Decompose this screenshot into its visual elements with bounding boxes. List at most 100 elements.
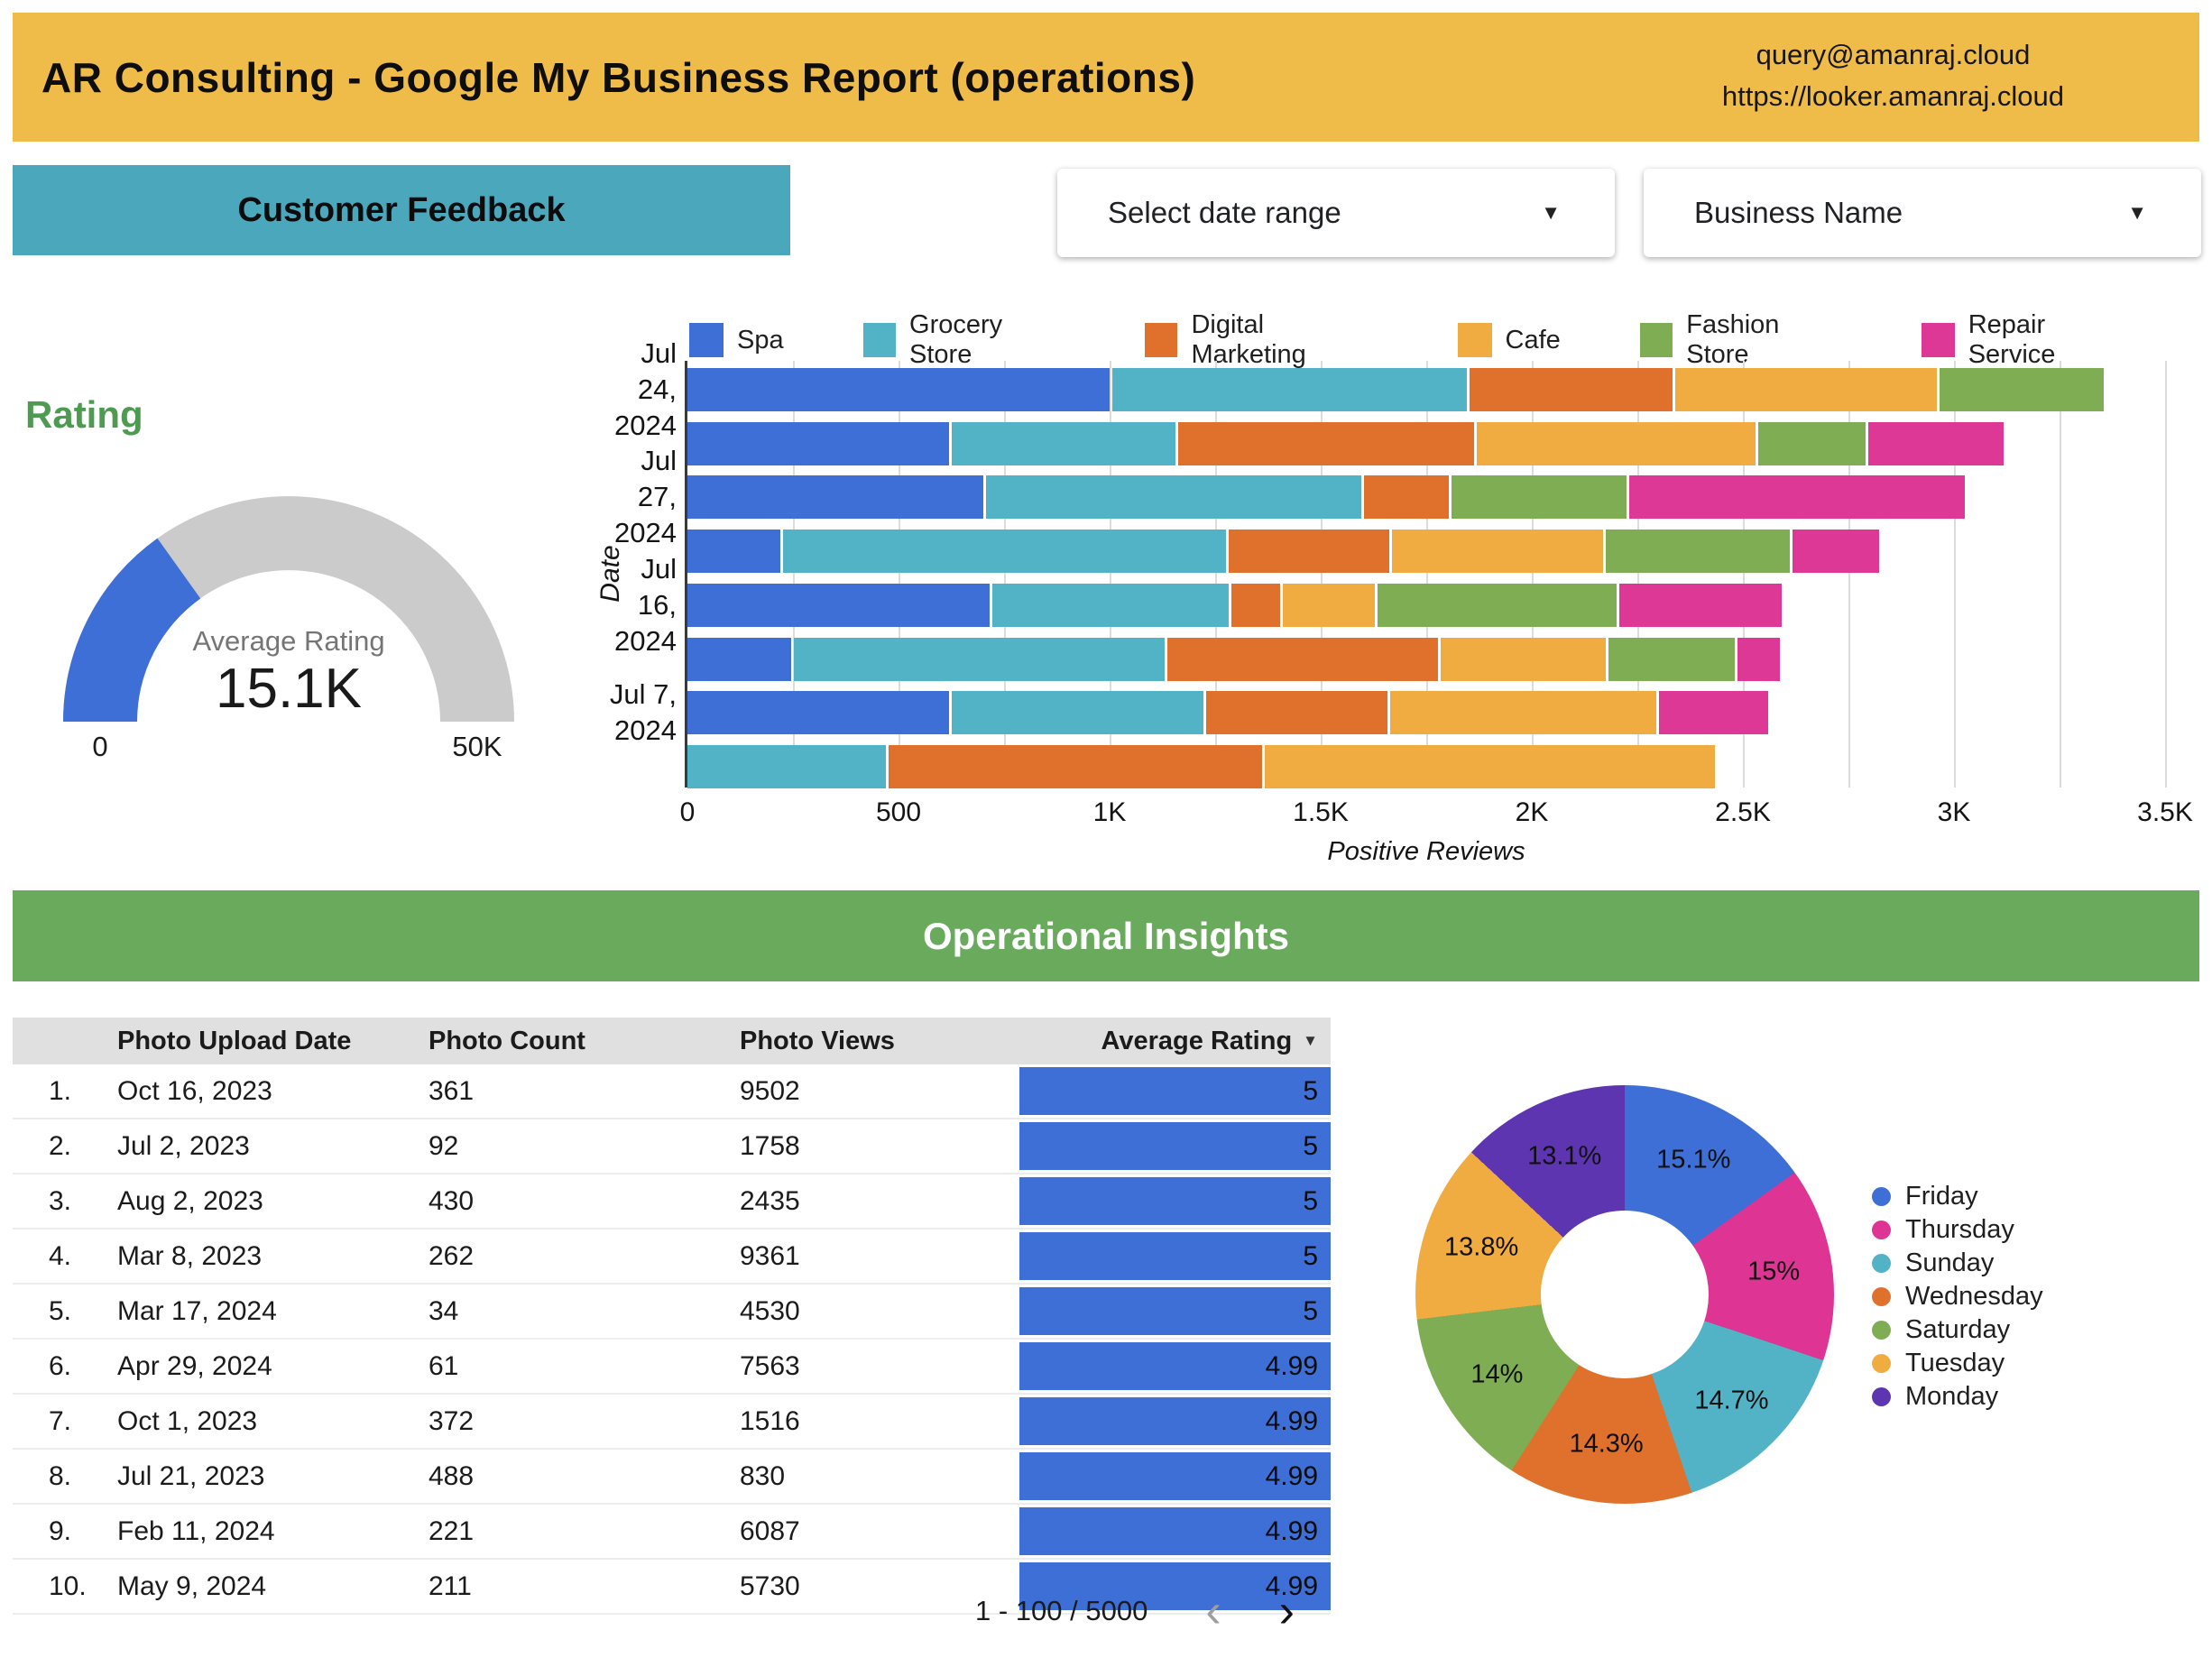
cell-average-rating: 4.99 — [1019, 1395, 1331, 1448]
cell-photo-views: 5730 — [740, 1570, 800, 1601]
bar-segment-spa[interactable] — [687, 530, 780, 574]
bar-segment-grocery-store[interactable] — [793, 637, 1166, 681]
bar-segment-fashion-store[interactable] — [1608, 637, 1735, 681]
bar-segment-grocery-store[interactable] — [985, 475, 1362, 520]
legend-item-repair-service[interactable]: Repair Service — [1922, 310, 2133, 370]
cell-row-number: 3. — [49, 1185, 72, 1216]
bar-segment-spa[interactable] — [687, 475, 983, 520]
bar-segment-repair-service[interactable] — [1867, 421, 2004, 465]
section-title-text: Operational Insights — [922, 914, 1290, 957]
col-header-photo-upload-date[interactable]: Photo Upload Date — [117, 1026, 352, 1055]
col-header-photo-count[interactable]: Photo Count — [429, 1026, 585, 1055]
bar-segment-digital-marketing[interactable] — [1230, 583, 1280, 627]
legend-item-spa[interactable]: Spa — [689, 323, 784, 357]
cell-average-rating: 4.99 — [1019, 1505, 1331, 1558]
bar-segment-cafe[interactable] — [1389, 691, 1656, 735]
bar-segment-cafe[interactable] — [1265, 744, 1715, 788]
bar-segment-grocery-store[interactable] — [952, 691, 1203, 735]
bar-segment-cafe[interactable] — [1392, 530, 1604, 574]
table-row[interactable]: 8. Jul 21, 2023 488 830 4.99 — [13, 1450, 1331, 1505]
bar-segment-fashion-store[interactable] — [1378, 583, 1617, 627]
donut-legend-item-monday[interactable]: Monday — [1872, 1380, 2043, 1414]
business-name-dropdown[interactable]: Business Name ▼ — [1644, 169, 2201, 257]
legend-item-cafe[interactable]: Cafe — [1457, 323, 1561, 357]
bar-segment-grocery-store[interactable] — [687, 744, 886, 788]
bar-segment-cafe[interactable] — [1674, 368, 1937, 411]
x-axis-tick-label: 3.5K — [2137, 797, 2193, 827]
table-header-row: Photo Upload Date Photo Count Photo View… — [13, 1018, 1331, 1064]
bar-segment-grocery-store[interactable] — [952, 421, 1176, 465]
table-row[interactable]: 4. Mar 8, 2023 262 9361 5 — [13, 1230, 1331, 1285]
bar-segment-grocery-store[interactable] — [782, 530, 1227, 574]
bar-segment-grocery-store[interactable] — [991, 583, 1229, 627]
col-header-photo-views[interactable]: Photo Views — [740, 1026, 895, 1055]
rating-bar: 4.99 — [1019, 1562, 1331, 1610]
bar-segment-repair-service[interactable] — [1628, 475, 1965, 520]
bar-segment-fashion-store[interactable] — [1451, 475, 1627, 520]
stacked-bar-row — [687, 530, 1879, 574]
bar-segment-spa[interactable] — [687, 421, 950, 465]
bar-segment-digital-marketing[interactable] — [1364, 475, 1449, 520]
bar-segment-digital-marketing[interactable] — [1178, 421, 1474, 465]
bar-segment-repair-service[interactable] — [1658, 691, 1769, 735]
bar-segment-digital-marketing[interactable] — [888, 744, 1263, 788]
bar-segment-repair-service[interactable] — [1792, 530, 1879, 574]
section-title-text: Customer Feedback — [237, 190, 566, 229]
x-axis-tick-label: 3K — [1937, 797, 1971, 827]
legend-item-fashion-store[interactable]: Fashion Store — [1639, 310, 1842, 370]
bar-segment-fashion-store[interactable] — [1757, 421, 1866, 465]
col-header-average-rating[interactable]: Average Rating ▼ — [1101, 1026, 1318, 1055]
donut-legend-item-tuesday[interactable]: Tuesday — [1872, 1347, 2043, 1380]
cell-average-rating: 5 — [1019, 1174, 1331, 1228]
date-range-dropdown[interactable]: Select date range ▼ — [1057, 169, 1615, 257]
table-row[interactable]: 10. May 9, 2024 211 5730 4.99 — [13, 1560, 1331, 1615]
table-row[interactable]: 6. Apr 29, 2024 61 7563 4.99 — [13, 1340, 1331, 1395]
legend-item-grocery-store[interactable]: Grocery Store — [862, 310, 1065, 370]
table-row[interactable]: 1. Oct 16, 2023 361 9502 5 — [13, 1064, 1331, 1119]
bar-segment-cafe[interactable] — [1441, 637, 1606, 681]
bar-segment-spa[interactable] — [687, 637, 791, 681]
cell-average-rating: 5 — [1019, 1119, 1331, 1173]
bar-segment-fashion-store[interactable] — [1939, 368, 2105, 411]
rating-bar: 5 — [1019, 1122, 1331, 1170]
bar-segment-repair-service[interactable] — [1737, 637, 1780, 681]
table-row[interactable]: 9. Feb 11, 2024 221 6087 4.99 — [13, 1505, 1331, 1560]
gridline — [899, 361, 900, 788]
bar-segment-cafe[interactable] — [1476, 421, 1756, 465]
bar-segment-cafe[interactable] — [1282, 583, 1376, 627]
bar-segment-spa[interactable] — [687, 368, 1110, 411]
table-row[interactable]: 7. Oct 1, 2023 372 1516 4.99 — [13, 1395, 1331, 1450]
pagination-prev-icon[interactable]: ‹ — [1205, 1585, 1221, 1637]
contact-url[interactable]: https://looker.amanraj.cloud — [1721, 80, 2064, 112]
bar-segment-digital-marketing[interactable] — [1205, 691, 1387, 735]
rating-bar: 4.99 — [1019, 1397, 1331, 1445]
cell-average-rating: 5 — [1019, 1285, 1331, 1338]
bar-segment-fashion-store[interactable] — [1606, 530, 1790, 574]
pagination-next-icon[interactable]: › — [1278, 1585, 1295, 1637]
cell-average-rating: 5 — [1019, 1230, 1331, 1283]
donut-legend-item-friday[interactable]: Friday — [1872, 1180, 2043, 1213]
report-contact: query@amanraj.cloud https://looker.amanr… — [1722, 34, 2064, 117]
bar-segment-digital-marketing[interactable] — [1167, 637, 1438, 681]
bar-segment-repair-service[interactable] — [1618, 583, 1783, 627]
cell-row-number: 9. — [49, 1515, 72, 1546]
gauge-min-label: 0 — [92, 731, 108, 762]
donut-legend-item-saturday[interactable]: Saturday — [1872, 1313, 2043, 1347]
bar-segment-spa[interactable] — [687, 583, 990, 627]
gridline — [1637, 361, 1639, 788]
table-row[interactable]: 3. Aug 2, 2023 430 2435 5 — [13, 1174, 1331, 1230]
gridline — [2165, 361, 2167, 788]
bar-segment-digital-marketing[interactable] — [1470, 368, 1673, 411]
bar-segment-grocery-store[interactable] — [1112, 368, 1468, 411]
donut-legend-item-thursday[interactable]: Thursday — [1872, 1213, 2043, 1247]
bar-segment-digital-marketing[interactable] — [1229, 530, 1390, 574]
cell-photo-views: 9502 — [740, 1075, 800, 1106]
table-row[interactable]: 5. Mar 17, 2024 34 4530 5 — [13, 1285, 1331, 1340]
table-row[interactable]: 2. Jul 2, 2023 92 1758 5 — [13, 1119, 1331, 1174]
donut-legend-item-sunday[interactable]: Sunday — [1872, 1247, 2043, 1280]
donut-legend-item-wednesday[interactable]: Wednesday — [1872, 1280, 2043, 1313]
bar-segment-spa[interactable] — [687, 691, 950, 735]
legend-item-digital-marketing[interactable]: Digital Marketing — [1145, 310, 1378, 370]
legend-color-dot — [1872, 1187, 1891, 1206]
gauge-value: 15.1K — [215, 658, 363, 720]
